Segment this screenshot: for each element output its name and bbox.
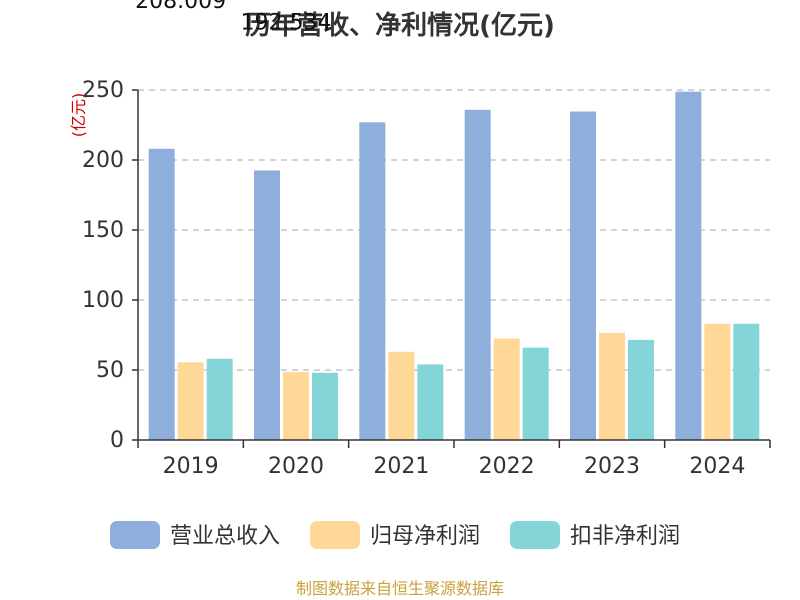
bar-1: [464, 109, 491, 440]
y-tick-label: 0: [110, 428, 124, 453]
bar-1: [570, 111, 596, 440]
axes: 0 50 100 150 200 250 2019 2020 2021 2022 2023 2024: [82, 78, 771, 479]
bar-2: [177, 362, 204, 440]
data-label: 208.009: [135, 0, 226, 14]
bar-1: [148, 148, 175, 440]
y-tick-label: 150: [82, 218, 124, 243]
y-tick-label: 250: [82, 78, 124, 103]
legend-label: 归母净利润: [370, 524, 480, 549]
bar-1: [675, 91, 702, 441]
bar-2: [283, 372, 309, 440]
y-tick-label: 200: [82, 148, 124, 173]
data-labels: 208.009192.534226.912235.81234.613248.81…: [135, 0, 332, 35]
chart-title: 历年营收、净利情况(亿元): [245, 10, 555, 41]
legend: 营业总收入 归母净利润 扣非净利润: [110, 521, 680, 549]
legend-label: 扣非净利润: [570, 524, 680, 549]
data-label: 192.534: [241, 10, 332, 35]
gridlines: [138, 89, 770, 371]
bar-2: [493, 338, 520, 440]
bar-3: [206, 358, 233, 440]
bar-3: [733, 323, 760, 440]
legend-swatch: [110, 521, 160, 549]
bars: [148, 91, 760, 441]
bar-3: [522, 347, 549, 440]
bar-3: [312, 372, 338, 440]
x-tick-label: 2022: [479, 454, 535, 479]
source-note: 制图数据来自恒生聚源数据库: [296, 579, 504, 598]
y-axis-unit: (亿元): [69, 93, 88, 138]
bar-2: [388, 351, 415, 440]
legend-swatch: [510, 521, 560, 549]
legend-label: 营业总收入: [170, 524, 280, 549]
x-tick-label: 2019: [163, 454, 219, 479]
bar-2: [704, 323, 731, 440]
y-tick-label: 50: [96, 358, 124, 383]
bar-1: [254, 170, 280, 440]
x-tick-label: 2020: [268, 454, 324, 479]
bar-2: [599, 332, 625, 440]
x-tick-label: 2021: [373, 454, 429, 479]
bar-3: [628, 339, 654, 440]
x-tick-label: 2023: [584, 454, 640, 479]
legend-swatch: [310, 521, 360, 549]
y-tick-label: 100: [82, 288, 124, 313]
bar-1: [359, 122, 386, 441]
x-tick-label: 2024: [689, 454, 745, 479]
bar-3: [417, 364, 444, 440]
